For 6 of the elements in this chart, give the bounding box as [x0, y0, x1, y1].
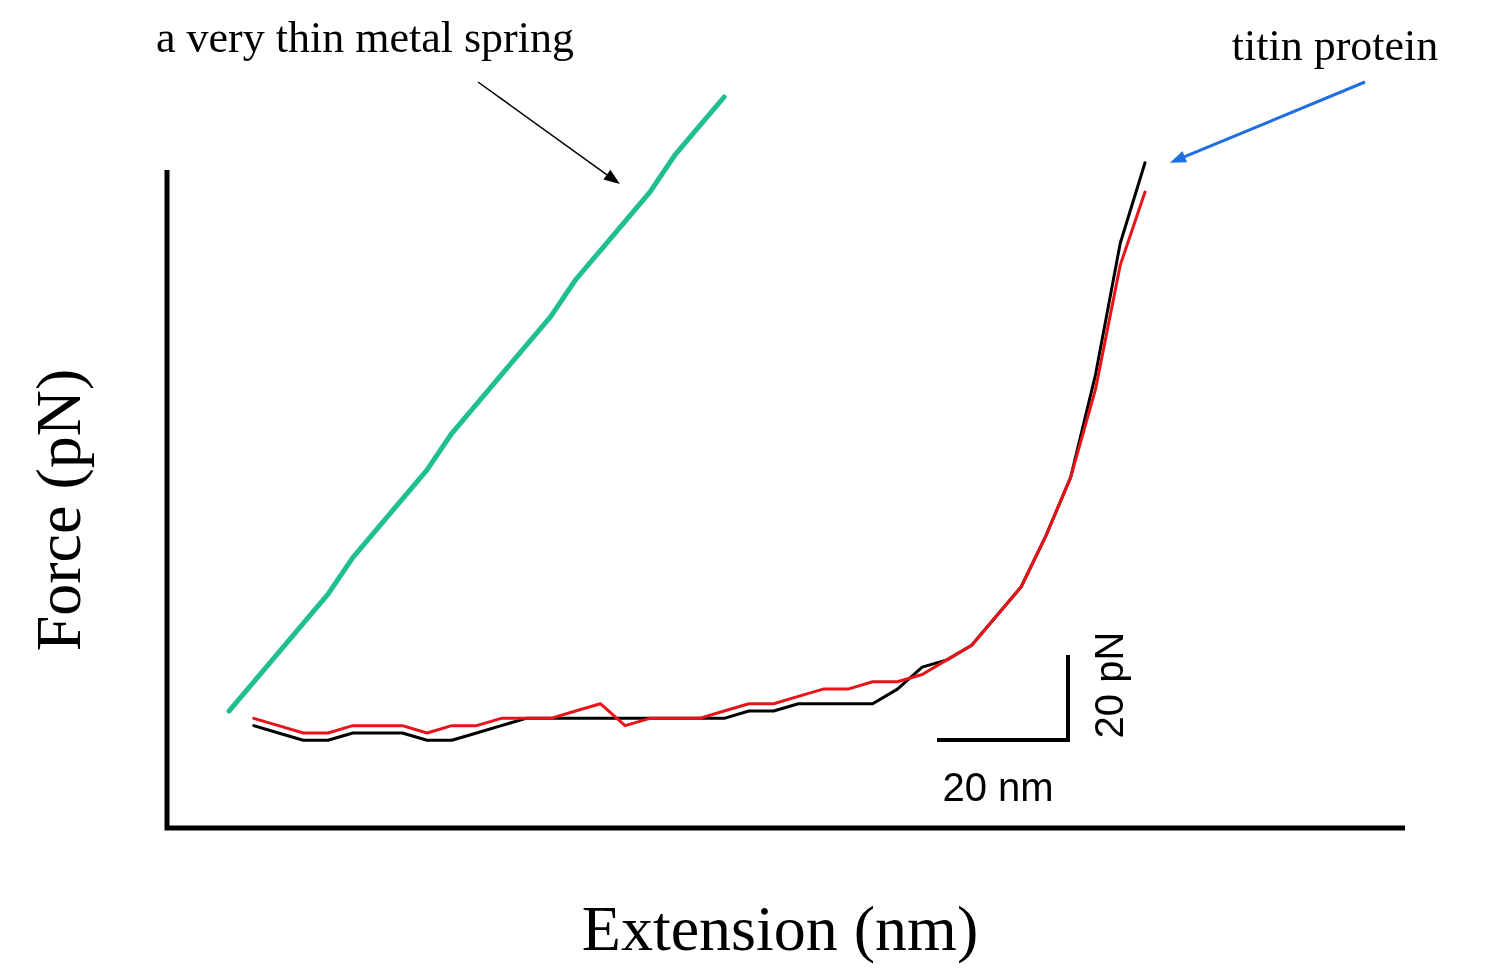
text: titin protein	[1231, 20, 1439, 70]
annotation: 20 pN	[1087, 631, 1132, 739]
annotation: 20 nm	[942, 765, 1054, 810]
text: a very thin metal spring	[156, 12, 574, 62]
x-axis-title: Extension (nm)	[581, 892, 979, 964]
y-axis-title: Force (pN)	[22, 368, 94, 652]
